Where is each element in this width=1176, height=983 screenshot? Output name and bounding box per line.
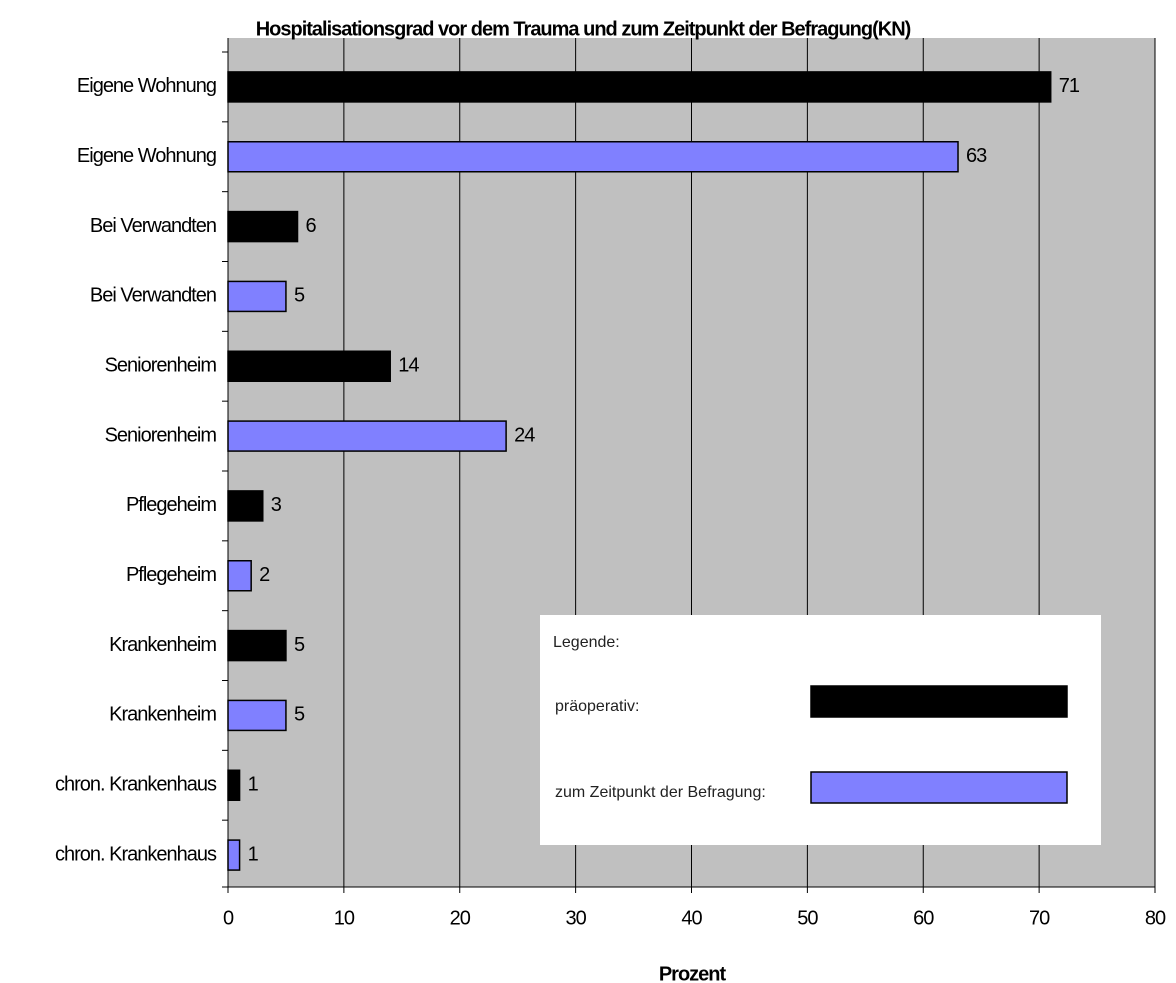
x-tick-label: 0 (223, 907, 234, 929)
x-tick-label: 20 (450, 907, 471, 929)
value-label: 71 (1059, 75, 1080, 97)
bar (227, 141, 959, 173)
y-tick-label: Pflegeheim (126, 564, 216, 586)
value-label: 14 (398, 355, 419, 377)
bar (227, 490, 264, 522)
y-tick-label: Pflegeheim (126, 494, 216, 516)
bar (227, 699, 287, 732)
bar (227, 420, 507, 452)
y-tick-label: Krankenheim (109, 634, 216, 656)
y-tick-label: Seniorenheim (105, 424, 217, 446)
x-tick-label: 50 (797, 907, 818, 929)
y-tick-label: Bei Verwandten (90, 215, 216, 237)
bar (227, 629, 287, 662)
chart-title: Hospitalisationsgrad vor dem Trauma und … (256, 18, 911, 40)
value-label: 6 (306, 215, 317, 237)
value-label: 1 (248, 774, 259, 796)
bar (227, 350, 391, 382)
value-label: 2 (259, 564, 270, 586)
value-label: 5 (294, 634, 305, 656)
legend-swatch (810, 771, 1068, 804)
y-tick-label: chron. Krankenhaus (55, 843, 217, 865)
legend-label: präoperativ: (555, 698, 640, 715)
value-label: 24 (514, 424, 535, 446)
bar (227, 839, 241, 871)
x-tick-label: 80 (1145, 907, 1166, 929)
x-axis-label: Prozent (659, 963, 727, 983)
bar (227, 280, 287, 313)
legend-title: Legende: (553, 634, 620, 651)
value-label: 1 (248, 843, 259, 865)
value-label: 63 (966, 145, 987, 167)
y-tick-label: Eigene Wohnung (77, 145, 216, 167)
y-tick-label: Krankenheim (109, 704, 216, 726)
x-tick-label: 60 (913, 907, 934, 929)
y-tick-label: Eigene Wohnung (77, 75, 216, 97)
y-tick-label: Seniorenheim (105, 355, 217, 377)
x-tick-label: 30 (566, 907, 587, 929)
legend-swatch (810, 685, 1068, 718)
bar (227, 210, 299, 243)
y-tick-label: Bei Verwandten (90, 285, 216, 307)
value-label: 5 (294, 704, 305, 726)
legend-label: zum Zeitpunkt der Befragung: (555, 784, 766, 801)
x-tick-label: 10 (334, 907, 355, 929)
legend-box (540, 615, 1101, 845)
value-label: 5 (294, 285, 305, 307)
value-label: 3 (271, 494, 282, 516)
x-tick-label: 40 (681, 907, 702, 929)
bar (227, 560, 252, 592)
x-tick-label: 70 (1029, 907, 1050, 929)
bar (227, 71, 1052, 103)
y-tick-label: chron. Krankenhaus (55, 774, 217, 796)
bar (227, 769, 241, 801)
